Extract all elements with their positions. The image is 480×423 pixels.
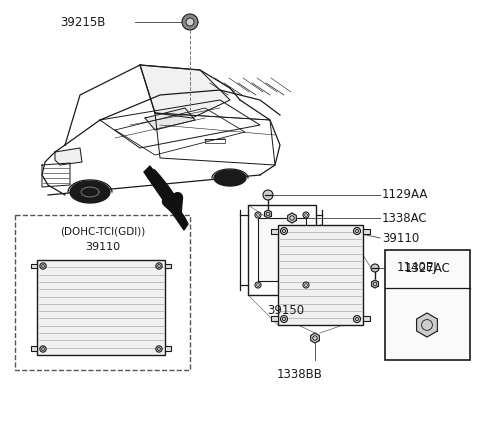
Circle shape (353, 228, 360, 234)
Bar (363, 316, 370, 321)
Circle shape (40, 263, 46, 269)
Text: 39110: 39110 (382, 231, 419, 244)
Circle shape (263, 190, 273, 200)
Polygon shape (264, 210, 272, 218)
Circle shape (303, 282, 309, 288)
Bar (15, 215, 190, 370)
Circle shape (255, 212, 261, 218)
Polygon shape (140, 65, 230, 118)
Circle shape (280, 316, 288, 322)
Bar (165, 346, 171, 351)
Polygon shape (214, 170, 246, 186)
Text: 39215B: 39215B (60, 16, 106, 28)
Circle shape (182, 14, 198, 30)
Text: (DOHC-TCI(GDI)): (DOHC-TCI(GDI)) (60, 226, 145, 236)
Polygon shape (288, 213, 296, 223)
Bar (385, 250, 470, 360)
Bar (37, 260, 165, 355)
Bar (278, 225, 363, 325)
Bar (271, 316, 278, 321)
Bar (271, 229, 278, 234)
Polygon shape (417, 313, 437, 337)
Polygon shape (372, 280, 378, 288)
Circle shape (40, 346, 46, 352)
Polygon shape (55, 148, 82, 165)
Polygon shape (145, 108, 195, 130)
Text: 1140EJ: 1140EJ (397, 261, 438, 275)
Text: 1327AC: 1327AC (405, 263, 450, 275)
Text: 39150: 39150 (267, 305, 304, 318)
Bar (258, 219, 306, 281)
Bar (31, 346, 37, 351)
Bar (363, 229, 370, 234)
Polygon shape (311, 333, 319, 343)
Circle shape (371, 264, 379, 272)
Bar (31, 264, 37, 269)
Circle shape (186, 18, 194, 26)
Circle shape (303, 212, 309, 218)
Circle shape (255, 282, 261, 288)
Text: 1338AC: 1338AC (382, 212, 428, 225)
Circle shape (353, 316, 360, 322)
Text: 1338BB: 1338BB (277, 368, 323, 382)
Circle shape (156, 346, 162, 352)
Text: 1129AA: 1129AA (382, 189, 428, 201)
Polygon shape (70, 181, 110, 203)
Polygon shape (144, 166, 188, 230)
Circle shape (280, 228, 288, 234)
Bar (165, 264, 171, 269)
Circle shape (156, 263, 162, 269)
Text: 39110: 39110 (85, 242, 120, 252)
Bar (248, 205, 316, 295)
